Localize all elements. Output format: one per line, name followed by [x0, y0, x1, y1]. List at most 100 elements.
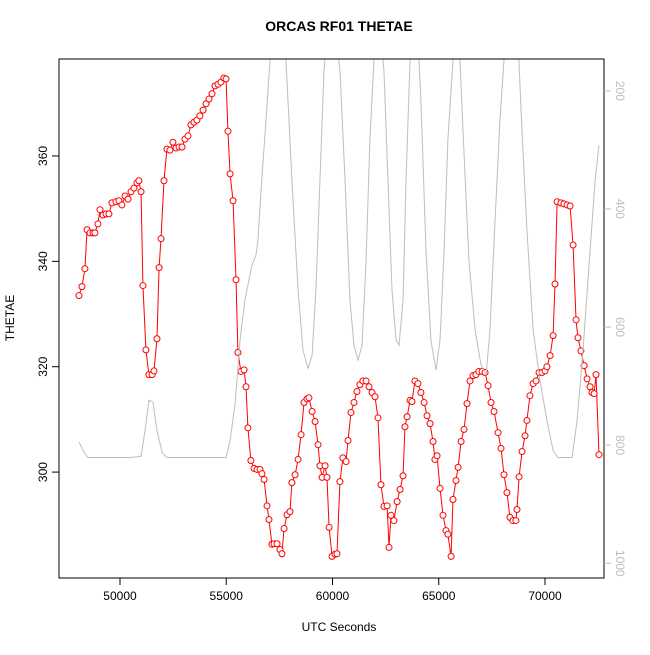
data-point — [265, 516, 273, 524]
data-point — [460, 425, 468, 433]
data-point — [484, 382, 492, 390]
data-point — [118, 201, 126, 209]
data-point — [526, 392, 534, 400]
data-point — [574, 334, 582, 342]
data-point — [184, 132, 192, 140]
data-point — [426, 420, 434, 428]
y2-tick-label: 200 — [613, 81, 627, 101]
data-point — [222, 75, 230, 83]
data-point — [590, 390, 598, 398]
data-point — [518, 448, 526, 456]
x-tick-label: 50000 — [103, 589, 137, 603]
data-point — [308, 407, 316, 415]
data-point — [240, 366, 248, 374]
data-point — [278, 550, 286, 558]
y-tick-label: 320 — [36, 356, 50, 376]
data-point — [342, 458, 350, 466]
data-point — [344, 436, 352, 444]
data-point — [94, 220, 102, 228]
data-point — [291, 471, 299, 479]
data-point — [595, 451, 603, 459]
data-point — [124, 195, 132, 203]
data-point — [244, 424, 252, 432]
y2-tick-label: 400 — [613, 199, 627, 219]
data-point — [91, 229, 99, 237]
data-point — [449, 495, 457, 503]
data-point — [401, 423, 409, 431]
data-point — [515, 473, 523, 481]
data-point — [350, 399, 358, 407]
data-point — [592, 371, 600, 379]
data-point — [135, 177, 143, 185]
data-point — [311, 418, 319, 426]
data-point — [78, 283, 86, 291]
data-point — [393, 498, 401, 506]
data-point — [153, 335, 161, 343]
data-point — [294, 455, 302, 463]
data-point — [549, 332, 557, 340]
data-point — [463, 400, 471, 408]
data-point — [288, 479, 296, 487]
data-point — [457, 438, 465, 446]
x-tick-label: 60000 — [316, 589, 350, 603]
data-point — [500, 471, 508, 479]
data-point — [199, 106, 207, 114]
data-point — [280, 524, 288, 532]
data-point — [323, 473, 331, 481]
data-point — [160, 177, 168, 185]
data-point — [353, 387, 361, 395]
data-point — [383, 502, 391, 510]
data-point — [551, 280, 559, 288]
data-point — [490, 407, 498, 415]
data-point — [166, 146, 174, 154]
data-point — [512, 517, 520, 525]
data-point — [521, 432, 529, 440]
data-point — [297, 431, 305, 439]
y-tick-label: 360 — [36, 146, 50, 166]
data-point — [137, 188, 145, 196]
data-point — [390, 517, 398, 525]
data-point — [546, 352, 554, 360]
data-point — [503, 489, 511, 497]
y2-tick-label: 1000 — [613, 550, 627, 577]
data-point — [487, 399, 495, 407]
data-point — [196, 112, 204, 120]
x-tick-label: 70000 — [528, 589, 562, 603]
data-point — [105, 210, 113, 218]
data-point — [569, 241, 577, 249]
data-point — [226, 170, 234, 178]
data-point — [224, 127, 232, 135]
data-point — [497, 444, 505, 452]
y2-tick-label: 600 — [613, 317, 627, 337]
data-point — [454, 463, 462, 471]
data-point — [580, 362, 588, 370]
series-line — [78, 59, 600, 459]
data-point — [130, 184, 138, 192]
x-tick-label: 55000 — [210, 589, 244, 603]
data-point — [452, 477, 460, 485]
data-point — [232, 276, 240, 284]
data-point — [260, 475, 268, 483]
data-point — [75, 292, 83, 300]
data-point — [447, 552, 455, 560]
data-point — [325, 523, 333, 531]
data-point — [314, 441, 322, 449]
data-point — [420, 399, 428, 407]
chart-title: ORCAS RF01 THETAE — [265, 18, 413, 34]
data-point — [362, 377, 370, 385]
data-point — [399, 472, 407, 480]
data-point — [414, 380, 422, 388]
data-point — [444, 530, 452, 538]
data-point — [242, 383, 250, 391]
data-point — [436, 484, 444, 492]
x-axis-label: UTC Seconds — [302, 620, 377, 634]
data-point — [387, 511, 395, 519]
data-point — [543, 363, 551, 371]
data-point — [371, 393, 379, 401]
data-point — [377, 481, 385, 489]
data-point — [433, 452, 441, 460]
data-point — [286, 508, 294, 516]
data-point — [532, 377, 540, 385]
data-point — [81, 265, 89, 273]
data-point — [321, 462, 329, 470]
